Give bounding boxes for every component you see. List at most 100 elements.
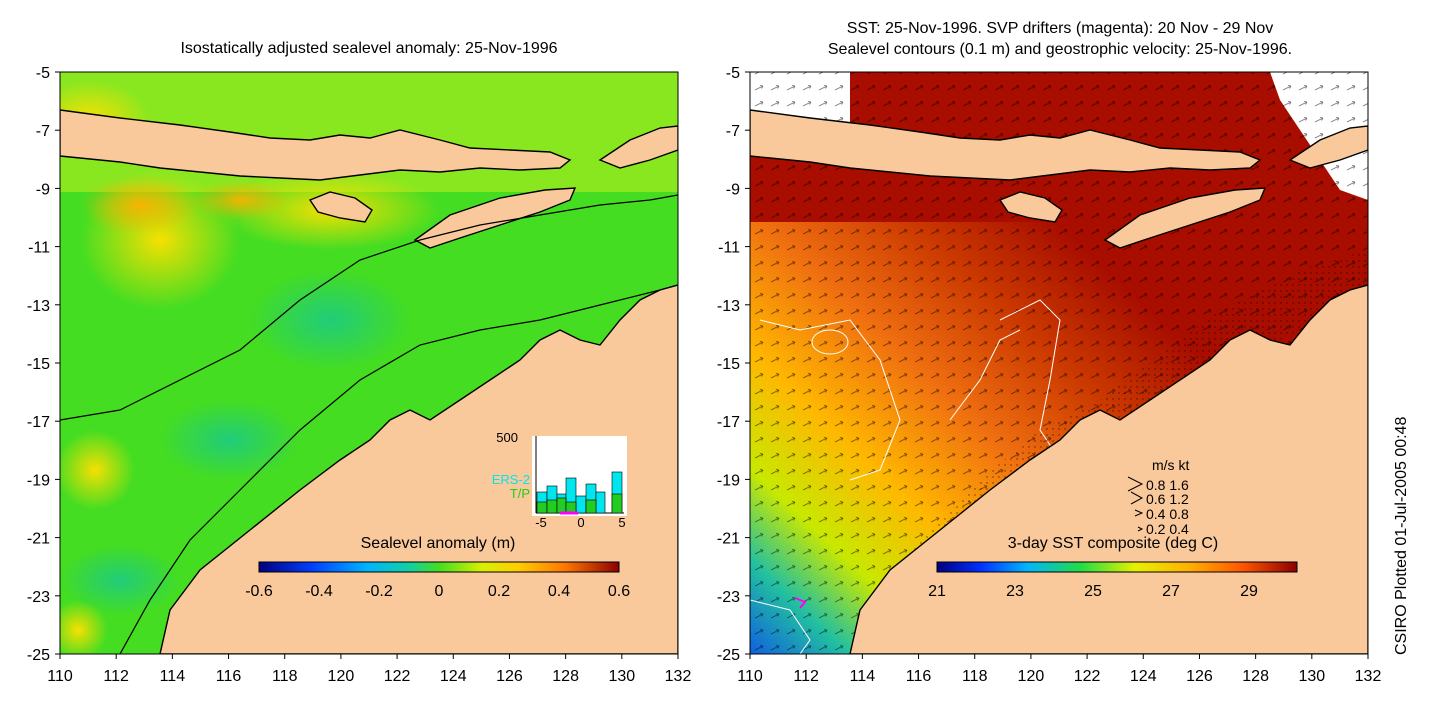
left-x-tick-label: 124: [440, 668, 467, 685]
right-y-tick-label: -17: [717, 414, 740, 431]
right-colorbar: 3-day SST composite (deg C) 21 23 25 27 29: [928, 535, 1298, 600]
left-y-tick-label: -11: [28, 240, 50, 257]
right-colorbar-ramp: [936, 561, 1298, 573]
velocity-legend-row: 0.8 1.6: [1146, 477, 1189, 493]
left-y-tick-label: -23: [27, 589, 50, 606]
left-y-tick-label: -25: [27, 647, 50, 664]
left-colorbar-tick-label: 0.2: [488, 583, 510, 600]
right-x-tick-label: 116: [906, 668, 932, 685]
right-colorbar-tick-label: 29: [1240, 583, 1258, 600]
inset-bar: [565, 501, 577, 514]
sla-blob: [190, 180, 290, 220]
inset-legend-ers2: ERS-2: [492, 472, 530, 487]
left-x-tick-label: 110: [47, 668, 73, 685]
left-colorbar-tick-label: -0.6: [245, 583, 273, 600]
left-colorbar-tick-label: 0.4: [548, 583, 570, 600]
inset-x-tick: 0: [577, 515, 584, 530]
left-colorbar-ticks: -0.6 -0.4 -0.2 0 0.2 0.4 0.6: [245, 583, 630, 600]
right-panel-title-line1: SST: 25-Nov-1996. SVP drifters (magenta)…: [846, 20, 1274, 37]
velocity-legend-arrow: [1130, 491, 1144, 505]
inset-bar: [556, 497, 567, 514]
left-y-tick-label: -17: [27, 414, 50, 431]
sumba-island: [308, 191, 373, 223]
right-colorbar-ticks: 21 23 25 27 29: [928, 583, 1258, 600]
bathymetry-contour: [60, 194, 678, 421]
left-y-tick-label: -15: [27, 356, 50, 373]
axes: -5 -7 -9 -11 -13 -15 -17 -19 -21 -23 -25 110 112 114 1…: [27, 65, 1382, 685]
right-x-tick-label: 112: [793, 668, 819, 685]
left-x-tick-label: 114: [160, 668, 186, 685]
left-panel-title: Isostatically adjusted sealevel anomaly:…: [180, 40, 558, 57]
velocity-legend-arrow: [1137, 526, 1144, 532]
inset-x-tick: -5: [535, 515, 547, 530]
svp-drifter-track: [794, 597, 807, 609]
right-x-tick-label: 124: [1130, 668, 1157, 685]
right-colorbar-label: 3-day SST composite (deg C): [1008, 535, 1218, 552]
csiro-credit: CSIRO Plotted 01-Jul-2005 00:48: [1393, 416, 1410, 655]
tanimbar-islands: [1288, 125, 1368, 169]
left-x-tick-label: 112: [103, 668, 129, 685]
velocity-legend-row: 0.2 0.4: [1146, 521, 1189, 537]
shelf-contour: [119, 284, 678, 654]
right-x-tick-label: 132: [1355, 668, 1382, 685]
left-y-tick-label: -5: [36, 65, 50, 82]
left-x-tick-label: 118: [272, 668, 298, 685]
left-x-tick-label: 132: [665, 668, 692, 685]
sealevel-contour: [949, 329, 1021, 421]
left-colorbar-tick-label: -0.4: [305, 583, 333, 600]
velocity-legend-row: 0.4 0.8: [1146, 506, 1189, 522]
velocity-legend-arrow: [1134, 509, 1144, 517]
right-y-tick-label: -7: [726, 123, 740, 140]
right-y-tick-label: -5: [726, 65, 740, 82]
indonesian-islands: [750, 109, 1262, 181]
inset-bar: [546, 499, 558, 514]
altimeter-inset: 500 ERS-2 T/P -5 0 5: [492, 430, 627, 530]
left-colorbar-tick-label: 0: [435, 583, 444, 600]
left-colorbar: Sealevel anomaly (m) -0.6 -0.4 -0.2 0 0.2 0.4…: [245, 535, 630, 600]
right-x-tick-label: 130: [1298, 668, 1325, 685]
right-colorbar-tick-label: 21: [928, 583, 946, 600]
sla-blob: [60, 430, 135, 510]
right-x-tick-label: 128: [1242, 668, 1269, 685]
right-x-tick-label: 126: [1186, 668, 1213, 685]
inset-legend-tp: T/P: [510, 486, 530, 501]
left-x-tick-label: 122: [384, 668, 411, 685]
sla-blob: [80, 175, 200, 235]
inset-bar: [611, 493, 623, 514]
left-y-tick-label: -9: [36, 181, 50, 198]
timor-island: [413, 187, 577, 249]
left-x-tick-label: 126: [496, 668, 523, 685]
right-x-tick-label: 118: [962, 668, 988, 685]
sealevel-contour: [811, 329, 849, 355]
right-x-tick-label: 120: [1018, 668, 1045, 685]
right-y-tick-label: -23: [717, 589, 740, 606]
right-x-tick-label: 114: [850, 668, 876, 685]
left-colorbar-ramp: [258, 561, 620, 573]
left-x-tick-label: 130: [608, 668, 635, 685]
right-y-tick-label: -11: [718, 240, 740, 257]
left-y-tick-label: -21: [27, 531, 50, 548]
left-x-tick-label: 116: [216, 668, 242, 685]
right-x-tick-label: 110: [737, 668, 763, 685]
left-x-tick-label: 128: [552, 668, 579, 685]
velocity-legend-row: 0.6 1.2: [1146, 491, 1189, 507]
right-y-tick-label: -19: [717, 472, 740, 489]
inset-bar: [536, 501, 548, 514]
right-panel-title-line2: Sealevel contours (0.1 m) and geostrophi…: [827, 41, 1293, 58]
right-x-tick-label: 122: [1074, 668, 1101, 685]
sumba-island: [998, 191, 1063, 223]
right-y-tick-label: -9: [726, 181, 740, 198]
right-colorbar-tick-label: 25: [1084, 583, 1102, 600]
inset-ymax-label: 500: [496, 430, 518, 445]
right-colorbar-tick-label: 23: [1006, 583, 1024, 600]
right-y-tick-label: -25: [717, 647, 740, 664]
tanimbar-islands: [598, 125, 678, 169]
sla-blob: [160, 400, 300, 480]
inset-bar: [585, 499, 597, 514]
left-colorbar-tick-label: -0.2: [365, 583, 393, 600]
velocity-legend-arrow: [1127, 476, 1144, 492]
left-y-tick-label: -7: [36, 123, 50, 140]
sla-blob: [60, 545, 180, 615]
left-y-tick-label: -19: [27, 472, 50, 489]
